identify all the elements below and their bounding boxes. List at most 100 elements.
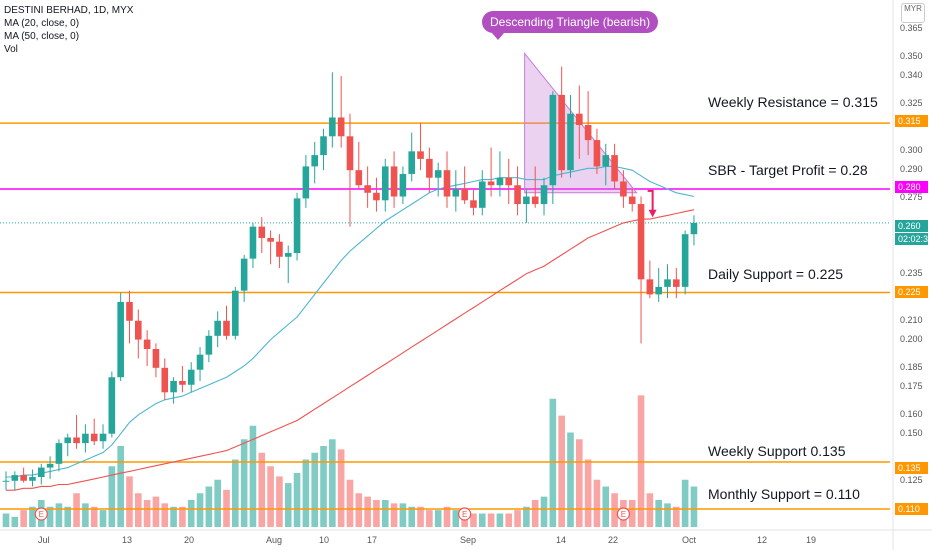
volume-bar: [187, 500, 195, 527]
volume-bar: [232, 459, 239, 527]
candle-body: [223, 320, 230, 336]
annotation-monthly-support: Monthly Support = 0.110: [708, 486, 860, 502]
candle-body: [381, 166, 389, 201]
volume-bar: [417, 506, 424, 527]
legend-title: DESTINI BERHAD, 1D, MYX: [4, 5, 134, 16]
candle-body: [355, 170, 363, 186]
volume-bar: [117, 446, 124, 527]
volume-bar: [611, 493, 618, 527]
x-tick-label: 10: [319, 535, 330, 545]
candle-body: [628, 196, 636, 205]
candle-body: [117, 301, 124, 378]
volume-bar: [214, 479, 221, 527]
volume-bar: [399, 503, 407, 527]
candle-body: [135, 320, 142, 340]
volume-bar: [584, 459, 592, 527]
candle-body: [461, 189, 468, 201]
pattern-label-pointer: [492, 33, 504, 40]
volume-bar: [205, 486, 213, 527]
candle-body: [205, 335, 213, 355]
candle-body: [540, 185, 548, 205]
volume-bar: [240, 439, 248, 527]
volume-bar: [82, 503, 89, 527]
x-tick-label: 19: [806, 535, 817, 545]
volume-bar: [434, 510, 442, 527]
breakdown-arrow-head: [648, 209, 657, 218]
candle-body: [170, 381, 177, 393]
earnings-marker: [34, 507, 48, 521]
candle-body: [576, 113, 583, 125]
volume-bar: [152, 496, 160, 527]
volume-bar: [249, 425, 257, 527]
candle-body: [276, 241, 283, 257]
candle-body: [567, 113, 574, 171]
volume-bar: [549, 398, 557, 527]
candle-body: [673, 279, 680, 287]
chart-legend: DESTINI BERHAD, 1D, MYX MA (20, close, 0…: [4, 4, 133, 56]
candle-body: [126, 301, 133, 321]
y-tick-label: 0.290: [900, 164, 923, 175]
volume-bar: [73, 493, 80, 527]
earnings-marker-label: E: [621, 510, 626, 519]
y-tick-label: 0.350: [900, 51, 923, 62]
volume-bar: [329, 439, 336, 527]
x-tick-label: Sep: [460, 535, 477, 545]
volume-bar: [337, 449, 345, 527]
annotation-weekly-resistance: Weekly Resistance = 0.315: [708, 94, 878, 110]
candle-body: [187, 369, 195, 385]
candle-body: [426, 158, 433, 178]
y-tick-label: 0.365: [900, 23, 923, 33]
candle-body: [161, 367, 169, 393]
y-tick-label: 0.325: [900, 98, 923, 109]
candle-body: [655, 286, 662, 295]
volume-bar: [531, 500, 539, 527]
volume-bar: [496, 513, 504, 527]
earnings-marker-label: E: [39, 510, 44, 519]
candle-body: [531, 196, 539, 205]
volume-bar: [267, 466, 274, 527]
y-tick-label: 0.200: [900, 333, 923, 344]
price-tag-resistance: 0.315: [895, 115, 928, 127]
volume-bar: [646, 493, 654, 527]
candle-body: [399, 173, 407, 197]
volume-bar: [664, 503, 671, 527]
x-tick-label: 13: [122, 535, 133, 545]
candle-body: [179, 381, 186, 385]
earnings-marker: [616, 507, 631, 521]
candle-body: [82, 433, 89, 444]
candle-body: [196, 354, 204, 370]
candle-body: [37, 467, 45, 477]
candle-body: [470, 200, 477, 208]
volume-bar: [302, 459, 310, 527]
candle-body: [637, 204, 645, 280]
candle-body: [240, 258, 248, 291]
candle-body: [646, 279, 654, 295]
volume-bar: [426, 510, 433, 527]
volume-bar: [567, 432, 574, 527]
volume-bar: [487, 513, 495, 527]
candle-body: [478, 181, 486, 208]
candle-body: [434, 170, 442, 178]
y-tick-label: 0.150: [900, 427, 923, 438]
volume-bar: [20, 510, 27, 527]
candle-body: [487, 181, 495, 186]
candle-body: [337, 117, 345, 137]
x-tick-label: 14: [556, 535, 567, 545]
volume-bar: [90, 506, 98, 527]
volume-bar: [196, 493, 204, 527]
volume-bar: [576, 439, 583, 527]
volume-bar: [55, 503, 63, 527]
candle-body: [373, 192, 380, 201]
candle-body: [143, 339, 151, 349]
candle-body: [593, 140, 601, 167]
currency-button[interactable]: MYR: [901, 3, 925, 23]
volume-bar: [258, 452, 266, 527]
candle-body: [108, 377, 116, 434]
ma20-line: [6, 165, 695, 478]
candle-body: [90, 433, 98, 442]
earnings-marker-label: E: [462, 510, 467, 519]
y-tick-label: 0.185: [900, 361, 923, 372]
x-tick-label: 22: [608, 535, 619, 545]
